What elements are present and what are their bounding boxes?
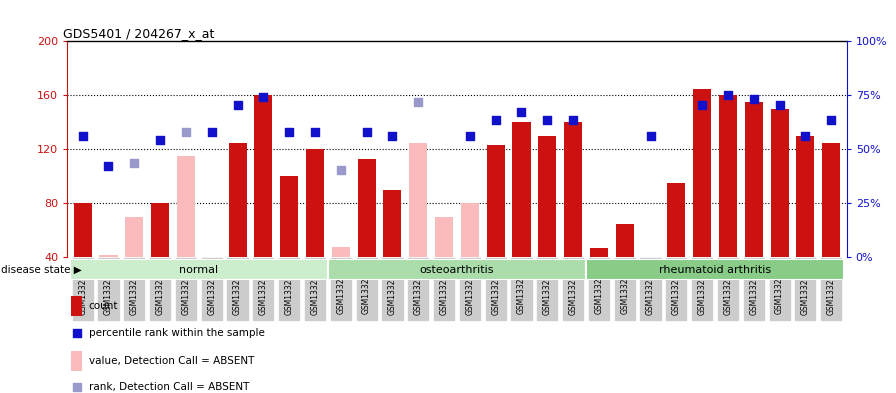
- Point: [514, 108, 529, 115]
- Text: normal: normal: [179, 264, 219, 275]
- Point: [70, 330, 84, 336]
- Bar: [125, 217, 143, 257]
- Point: [746, 96, 761, 103]
- Bar: [745, 102, 762, 257]
- Point: [824, 116, 839, 123]
- FancyBboxPatch shape: [586, 259, 844, 280]
- Bar: [72, 296, 82, 316]
- Text: percentile rank within the sample: percentile rank within the sample: [89, 328, 264, 338]
- Bar: [616, 224, 633, 257]
- Bar: [461, 204, 478, 257]
- Point: [204, 129, 219, 135]
- Point: [282, 129, 297, 135]
- Point: [643, 133, 658, 139]
- Point: [127, 160, 142, 166]
- FancyBboxPatch shape: [70, 259, 328, 280]
- Text: rheumatoid arthritis: rheumatoid arthritis: [659, 264, 771, 275]
- Bar: [513, 122, 530, 257]
- Bar: [668, 183, 685, 257]
- Text: value, Detection Call = ABSENT: value, Detection Call = ABSENT: [89, 356, 254, 365]
- Bar: [771, 109, 788, 257]
- Bar: [564, 122, 582, 257]
- Bar: [694, 88, 711, 257]
- Bar: [538, 136, 556, 257]
- Bar: [72, 351, 82, 371]
- Point: [70, 384, 84, 390]
- Point: [101, 162, 116, 169]
- Bar: [487, 145, 504, 257]
- Text: rank, Detection Call = ABSENT: rank, Detection Call = ABSENT: [89, 382, 249, 392]
- Bar: [358, 159, 375, 257]
- Bar: [332, 247, 349, 257]
- Point: [798, 133, 813, 139]
- Bar: [254, 95, 272, 257]
- Bar: [280, 176, 298, 257]
- Point: [462, 133, 477, 139]
- Point: [179, 129, 194, 135]
- Point: [720, 92, 735, 98]
- Text: disease state ▶: disease state ▶: [1, 264, 82, 275]
- Point: [308, 129, 323, 135]
- Bar: [435, 217, 453, 257]
- Point: [256, 94, 271, 100]
- Point: [153, 137, 168, 143]
- Point: [230, 102, 245, 108]
- Text: osteoarthritis: osteoarthritis: [419, 264, 495, 275]
- Bar: [151, 204, 169, 257]
- Point: [75, 133, 90, 139]
- Point: [540, 116, 555, 123]
- Point: [488, 116, 503, 123]
- Bar: [228, 143, 246, 257]
- Point: [385, 133, 400, 139]
- Point: [333, 167, 348, 173]
- Point: [359, 129, 374, 135]
- Bar: [73, 204, 91, 257]
- Point: [695, 102, 710, 108]
- Text: count: count: [89, 301, 118, 311]
- Bar: [797, 136, 814, 257]
- Bar: [409, 143, 427, 257]
- Bar: [306, 149, 324, 257]
- Text: GDS5401 / 204267_x_at: GDS5401 / 204267_x_at: [64, 27, 215, 40]
- Bar: [177, 156, 195, 257]
- FancyBboxPatch shape: [328, 259, 586, 280]
- Bar: [823, 143, 840, 257]
- Point: [772, 102, 787, 108]
- Bar: [99, 255, 117, 257]
- Bar: [719, 95, 737, 257]
- Point: [411, 99, 426, 105]
- Bar: [383, 190, 401, 257]
- Bar: [590, 248, 608, 257]
- Point: [566, 116, 581, 123]
